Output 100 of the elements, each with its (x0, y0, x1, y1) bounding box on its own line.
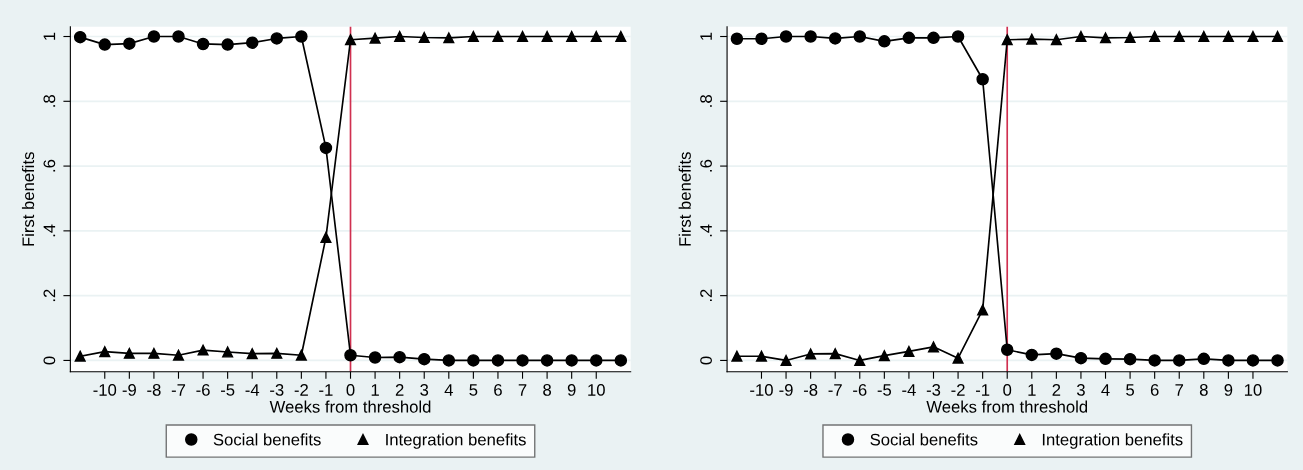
point (172, 349, 185, 361)
x-tick-label: 1 (1028, 384, 1036, 396)
x-tick-label: -3 (270, 384, 284, 396)
point (295, 349, 307, 361)
point (1271, 30, 1284, 43)
point (73, 30, 87, 44)
y-tick-label: .6 (700, 159, 712, 172)
x-tick-label: -3 (926, 384, 941, 396)
point (271, 347, 283, 359)
legend-label: Integration benefits (1042, 433, 1183, 449)
point (1172, 354, 1186, 367)
point (1246, 354, 1260, 367)
point (829, 348, 841, 360)
point (1050, 347, 1063, 360)
y-tick-label: .2 (43, 289, 56, 302)
point (1148, 354, 1161, 367)
x-axis-title: Weeks from threshold (926, 400, 1088, 413)
point (927, 341, 940, 353)
y-tick-label: 1 (700, 32, 712, 40)
point (246, 348, 258, 360)
x-tick-label: -5 (220, 384, 235, 396)
y-tick-label: 1 (43, 32, 56, 40)
point (295, 30, 308, 43)
point (1222, 30, 1234, 43)
x-tick-label: -8 (147, 384, 161, 396)
x-tick-label: 3 (420, 384, 429, 396)
point (1099, 352, 1112, 366)
point (123, 347, 135, 359)
x-tick-label: -1 (975, 384, 990, 396)
point (1149, 30, 1161, 43)
x-tick-label: 10 (588, 384, 605, 396)
point (1173, 30, 1185, 43)
legend-label: Social benefits (870, 433, 978, 446)
point (1000, 343, 1014, 356)
x-tick-label: -2 (951, 384, 965, 396)
point (418, 31, 430, 44)
x-tick-label: 3 (1076, 384, 1085, 396)
point (393, 350, 406, 364)
legend-label: Social benefits (213, 433, 321, 446)
point (222, 346, 234, 358)
x-tick-label: 9 (567, 384, 576, 396)
x-tick-label: -2 (294, 384, 308, 396)
x-tick-label: 2 (1052, 384, 1061, 396)
x-tick-label: -9 (122, 384, 136, 396)
point (804, 30, 817, 43)
point (590, 30, 602, 43)
x-tick-label: 4 (1101, 384, 1110, 396)
point (952, 352, 964, 364)
point (1075, 30, 1087, 43)
point (1222, 354, 1235, 367)
x-tick-label: 0 (346, 384, 355, 396)
point (245, 36, 259, 49)
point (74, 350, 86, 362)
x-tick-label: 5 (1126, 384, 1135, 396)
point (731, 350, 743, 362)
point (99, 346, 111, 358)
point (1025, 348, 1039, 362)
point (615, 30, 627, 43)
x-tick-label: -4 (902, 384, 916, 396)
x-tick-label: 6 (494, 384, 502, 396)
y-tick-label: .2 (700, 289, 712, 302)
point (467, 30, 479, 43)
x-tick-label: -10 (93, 384, 117, 396)
x-tick-label: 4 (444, 384, 453, 396)
point (780, 354, 792, 366)
y-tick-label: .8 (700, 95, 712, 107)
point (172, 30, 185, 43)
point (516, 30, 529, 43)
point (927, 31, 940, 45)
point (196, 37, 210, 51)
point (828, 32, 842, 45)
point (977, 304, 989, 316)
point (516, 354, 529, 367)
point (368, 351, 382, 364)
point (1074, 351, 1088, 365)
point (878, 350, 890, 362)
point (492, 30, 504, 43)
point (417, 352, 431, 366)
point (369, 32, 381, 44)
x-tick-label: -8 (803, 384, 818, 396)
point (1247, 30, 1259, 43)
x-tick-label: -4 (245, 384, 260, 396)
point (467, 354, 480, 367)
point (779, 30, 793, 43)
x-tick-label: -6 (853, 384, 867, 396)
point (344, 34, 357, 46)
point (902, 31, 916, 45)
point (540, 354, 554, 367)
x-tick-label: 5 (469, 384, 478, 396)
point (755, 32, 768, 46)
x-tick-label: 7 (518, 384, 527, 396)
x-tick-label: 0 (1003, 384, 1012, 396)
point (442, 354, 456, 367)
point (319, 141, 333, 155)
y-axis-title: First benefits (678, 152, 691, 246)
point (1099, 32, 1112, 44)
x-tick-label: -7 (171, 384, 186, 396)
point (270, 32, 284, 45)
point (98, 38, 112, 51)
point (1050, 34, 1062, 46)
